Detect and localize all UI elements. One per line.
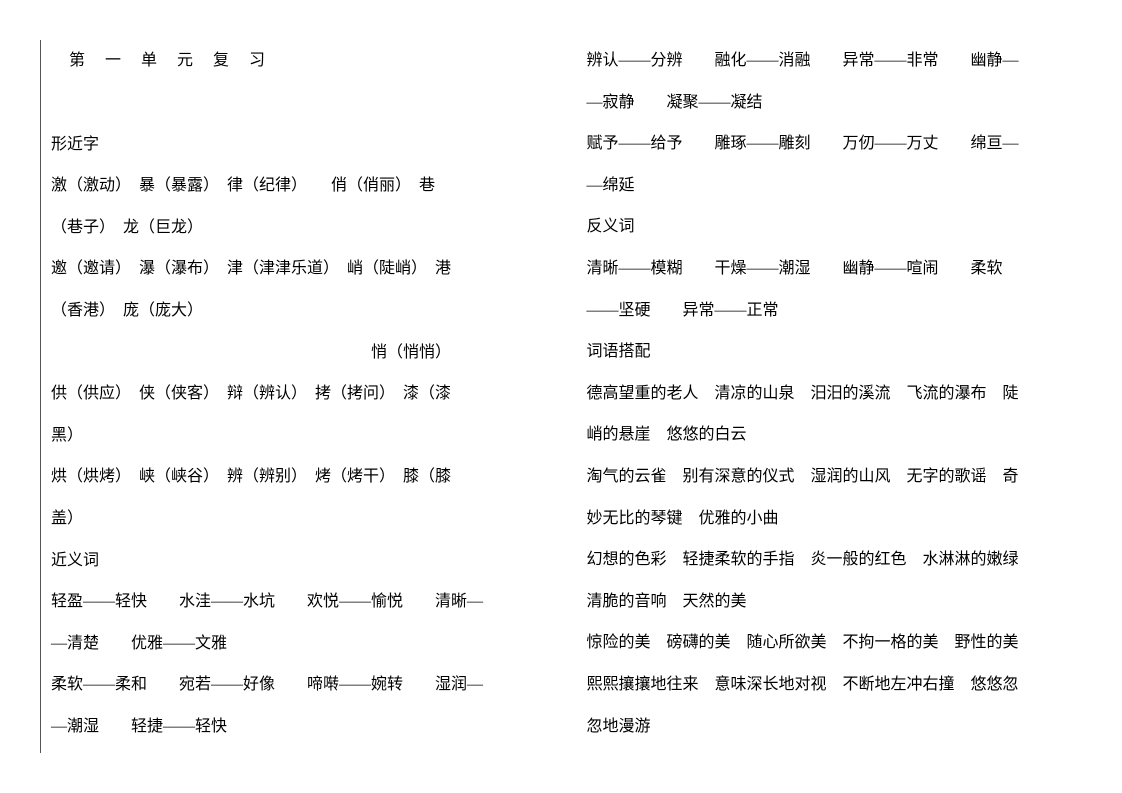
text-line: 妙无比的琴键 优雅的小曲 [587,498,1093,540]
text-line: —绵延 [587,165,1093,207]
text-line: 辨认——分辨 融化——消融 异常——非常 幽静— [587,40,1093,82]
text-line: 幻想的色彩 轻捷柔软的手指 炎一般的红色 水淋淋的嫩绿 [587,539,1093,581]
section-header-fanyici: 反义词 [587,206,1093,248]
text-line: ——坚硬 异常——正常 [587,290,1093,332]
text-line: —清楚 优雅——文雅 [51,623,557,665]
text-line: 柔软——柔和 宛若——好像 啼啭——婉转 湿润— [51,664,557,706]
text-line: （巷子） 龙（巨龙） [51,207,557,249]
text-line: 轻盈——轻快 水洼——水坑 欢悦——愉悦 清晰— [51,581,557,623]
text-line: 德高望重的老人 清凉的山泉 汨汨的溪流 飞流的瀑布 陡 [587,373,1093,415]
right-column: 辨认——分辨 融化——消融 异常——非常 幽静— —寂静 凝聚——凝结 赋予——… [587,40,1093,753]
section-header-jinyici: 近义词 [51,540,557,582]
section-header-ciyudapei: 词语搭配 [587,331,1093,373]
text-line: 邀（邀请） 瀑（瀑布） 津（津津乐道） 峭（陡峭） 港 [51,248,557,290]
text-line: 供（供应） 侠（侠客） 辩（辨认） 拷（拷问） 漆（漆 [51,373,557,415]
section-header-xingjinzi: 形近字 [51,124,557,166]
text-line: 清晰——模糊 干燥——潮湿 幽静——喧闹 柔软 [587,248,1093,290]
text-line: 清脆的音响 天然的美 [587,581,1093,623]
text-line: 赋予——给予 雕琢——雕刻 万仞——万丈 绵亘— [587,123,1093,165]
text-line: 惊险的美 磅礴的美 随心所欲美 不拘一格的美 野性的美 [587,622,1093,664]
text-line: 悄（悄悄） [51,332,557,374]
text-line: 黑） [51,415,557,457]
unit-title: 第 一 单 元 复 习 [51,40,557,82]
text-line: —潮湿 轻捷——轻快 [51,706,557,748]
document-container: 第 一 单 元 复 习 形近字 激（激动） 暴（暴露） 律（纪律） 俏（俏丽） … [40,40,1092,753]
text-line: 盖） [51,498,557,540]
text-line: 熙熙攘攘地往来 意味深长地对视 不断地左冲右撞 悠悠忽 [587,664,1093,706]
text-line: 忽地漫游 [587,706,1093,748]
text-line: 烘（烘烤） 峡（峡谷） 辨（辨别） 烤（烤干） 膝（膝 [51,456,557,498]
text-line: 激（激动） 暴（暴露） 律（纪律） 俏（俏丽） 巷 [51,165,557,207]
left-column: 第 一 单 元 复 习 形近字 激（激动） 暴（暴露） 律（纪律） 俏（俏丽） … [51,40,557,753]
text-line: 淘气的云雀 别有深意的仪式 湿润的山风 无字的歌谣 奇 [587,456,1093,498]
text-line: —寂静 凝聚——凝结 [587,82,1093,124]
text-line: （香港） 庞（庞大） [51,290,557,332]
text-line: 峭的悬崖 悠悠的白云 [587,414,1093,456]
